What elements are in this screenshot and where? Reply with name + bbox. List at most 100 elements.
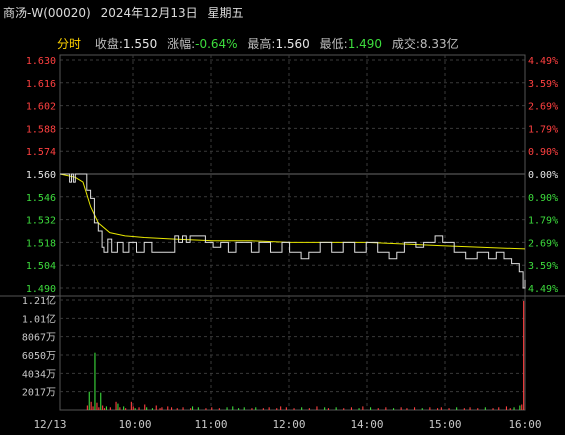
volume-bar [102, 405, 104, 410]
volume-bar [167, 406, 169, 410]
volume-bar [377, 408, 379, 410]
percent-tick-label: 0.00% [528, 170, 558, 181]
volume-bar [301, 407, 303, 410]
change-value: -0.64% [195, 37, 238, 51]
volume-tick-label: 1.01亿 [22, 312, 56, 325]
percent-tick-label: 0.90% [528, 147, 558, 158]
volume-bar [519, 405, 521, 410]
percent-tick-label: 1.79% [528, 216, 558, 227]
volume-bar [437, 408, 439, 410]
volume-bar [523, 300, 525, 410]
volume-bar [100, 392, 102, 410]
low-value: 1.490 [347, 37, 383, 51]
volume-bar [513, 407, 515, 410]
volume-bar [138, 407, 140, 410]
percent-tick-label: 4.49% [528, 284, 558, 295]
volume-tick-label: 1.21亿 [22, 294, 56, 307]
chart-title: 商汤-W(00020) 2024年12月13日 星期五 [3, 4, 250, 21]
volume-bar [182, 407, 184, 410]
price-tick-label: 1.546 [26, 193, 56, 204]
close-label: 收盘: [94, 37, 123, 51]
volume-bar [226, 407, 228, 410]
volume-bar [144, 404, 146, 410]
volume-bar [393, 408, 395, 410]
volume-tick-label: 8067万 [22, 333, 56, 344]
volume-bar [324, 407, 326, 410]
time-tick-label: 14:00 [350, 418, 383, 431]
chart-grid [0, 54, 565, 411]
volume-bar [104, 408, 106, 410]
volume-bar [414, 407, 416, 410]
volume-bar [132, 406, 134, 410]
volume-bar [456, 407, 458, 410]
volume-bar [94, 352, 96, 410]
time-axis: 12/13 10:00 11:00 12:00 14:00 15:00 16:00 [33, 418, 541, 431]
volume-bar [362, 406, 364, 410]
volume-bar [335, 407, 337, 410]
volume-bar [125, 408, 127, 410]
volume-bar [463, 408, 465, 410]
volume-bar [400, 407, 402, 410]
volume-bar [130, 401, 132, 410]
chart-frame [59, 54, 526, 411]
volume-bar [205, 408, 207, 410]
price-tick-label: 1.518 [26, 238, 56, 249]
percent-tick-label: 1.79% [528, 124, 558, 135]
volume-bar [197, 407, 199, 410]
volume-axis: 1.21亿 1.01亿 8067万 6050万 4034万 2017万 [22, 294, 56, 399]
volume-bars [86, 300, 525, 410]
volume-bar [90, 401, 92, 410]
volume-bar [385, 407, 387, 410]
percent-tick-label: 4.49% [528, 56, 558, 67]
volume-bar [151, 408, 153, 410]
price-tick-label: 1.490 [26, 284, 56, 295]
volume-bar [440, 407, 442, 410]
volume-bar [421, 408, 423, 410]
volume-bar [119, 407, 121, 410]
high-value: 1.560 [275, 37, 310, 51]
volume-bar [115, 401, 117, 410]
volume-bar [285, 407, 287, 410]
volume-bar [123, 406, 125, 410]
volume-bar [192, 406, 194, 410]
volume-bar [98, 407, 100, 410]
high-label: 最高: [247, 37, 276, 51]
volume-bar [155, 405, 157, 410]
volume-bar [105, 406, 107, 410]
volume-bar [96, 402, 98, 410]
volume-bar [88, 391, 90, 410]
volume-bar [92, 406, 94, 410]
volume-bar [316, 406, 318, 410]
volume-bar [161, 407, 163, 410]
percent-axis-right: 4.49% 3.59% 2.69% 1.79% 0.90% 0.00% 0.90% 1.79%… [528, 56, 558, 295]
percent-tick-label: 0.90% [528, 193, 558, 204]
volume-bar [171, 407, 173, 410]
volume-bar [498, 407, 500, 410]
volume-value: 8.33亿 [419, 37, 459, 51]
volume-bar [251, 408, 253, 410]
volume-bar [521, 404, 523, 410]
tab-intraday[interactable]: 分时 [57, 37, 82, 51]
time-tick-label: 15:00 [428, 418, 461, 431]
price-tick-label: 1.602 [26, 102, 56, 113]
volume-bar [211, 407, 213, 410]
volume-bar [358, 408, 360, 410]
volume-bar [238, 408, 240, 410]
volume-bar [429, 407, 431, 410]
volume-bar [370, 407, 372, 410]
volume-bar [218, 408, 220, 410]
volume-bar [343, 408, 345, 410]
volume-bar [176, 408, 178, 410]
volume-bar [268, 407, 270, 410]
price-tick-label: 1.574 [26, 147, 56, 158]
volume-bar [484, 407, 486, 410]
volume-bar [469, 407, 471, 410]
info-bar: 分时 收盘:1.550 涨幅:-0.64% 最高:1.560 最低:1.490 … [57, 35, 459, 52]
volume-bar [492, 408, 494, 410]
time-tick-label: 12:00 [272, 418, 305, 431]
volume-label: 成交: [391, 37, 420, 51]
volume-bar [406, 408, 408, 410]
price-tick-label: 1.630 [26, 56, 56, 67]
volume-bar [255, 407, 257, 410]
